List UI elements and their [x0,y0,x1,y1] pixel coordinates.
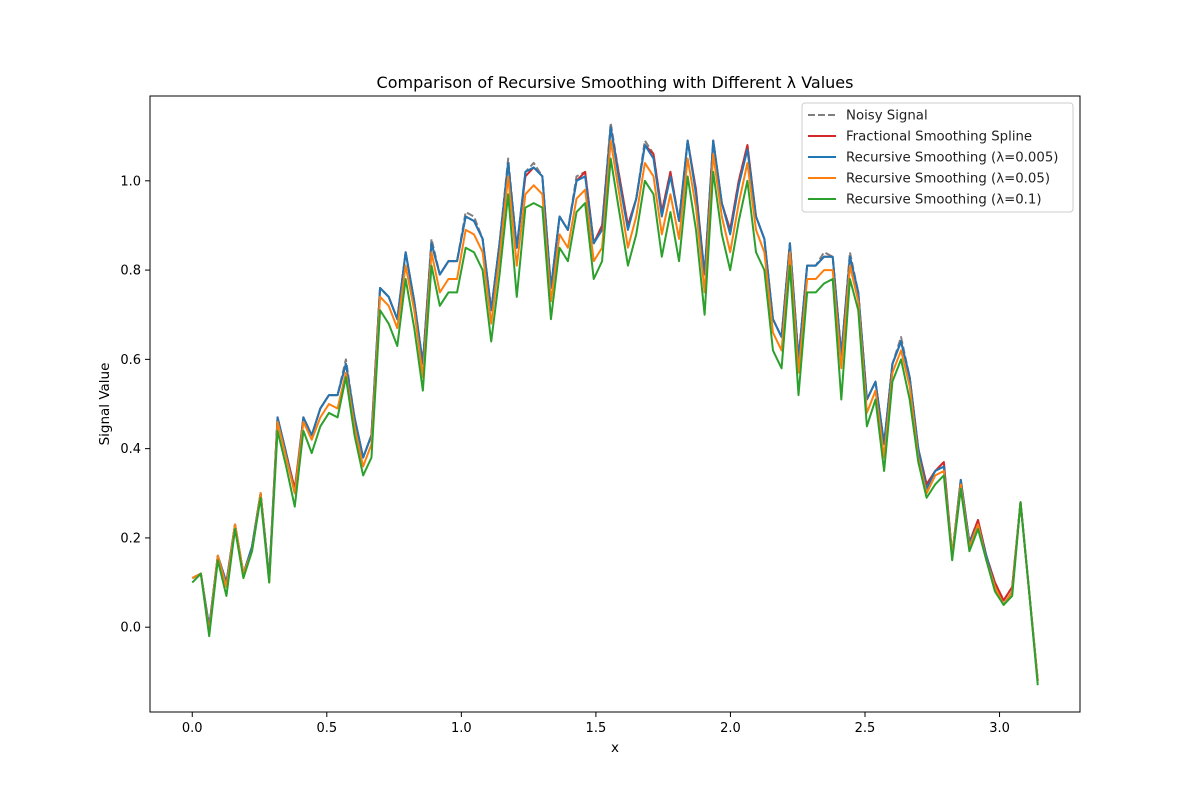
legend-items: Noisy Signal Fractional Smoothing Spline R… [808,109,1058,208]
x-tick-label: 1.0 [451,721,472,736]
legend-label-fractional-smoothing-spline: Fractional Smoothing Spline [846,130,1032,145]
x-axis: 0.0 0.5 1.0 1.5 2.0 2.5 3.0 [182,712,1010,736]
legend-label-recursive-smoothing-0-005: Recursive Smoothing (λ=0.005) [846,151,1058,166]
legend-box [801,102,1074,213]
series-layer [191,121,1039,686]
legend: Noisy Signal Fractional Smoothing Spline R… [801,102,1074,213]
x-tick-label: 2.0 [720,721,741,736]
y-tick-label: 0.4 [120,442,141,457]
chart-title: Comparison of Recursive Smoothing with D… [377,73,854,92]
y-tick-label: 0.6 [120,353,141,368]
x-tick-label: 2.5 [855,721,876,736]
series-line-recursive-smoothing-0-005 [191,126,1039,681]
y-axis: 0.0 0.2 0.4 0.6 0.8 1.0 [120,174,150,636]
legend-label-recursive-smoothing-0-1: Recursive Smoothing (λ=0.1) [846,193,1042,208]
x-axis-label: x [611,740,619,756]
x-tick-label: 0.0 [182,721,203,736]
y-axis-label: Signal Value [97,363,113,446]
axes-frame [149,95,1081,713]
x-tick-label: 3.0 [989,721,1010,736]
y-tick-label: 0.2 [120,531,141,546]
y-tick-label: 0.8 [120,264,141,279]
y-tick-label: 1.0 [120,174,141,189]
plot-area [149,95,1081,713]
legend-label-noisy-signal: Noisy Signal [846,109,928,124]
legend-label-recursive-smoothing-0-05: Recursive Smoothing (λ=0.05) [846,172,1050,187]
x-tick-label: 0.5 [316,721,337,736]
y-tick-label: 0.0 [120,621,141,636]
x-tick-label: 1.5 [586,721,607,736]
series-line-recursive-smoothing-0-1 [191,157,1039,686]
series-line-recursive-smoothing-0-05 [191,139,1039,681]
